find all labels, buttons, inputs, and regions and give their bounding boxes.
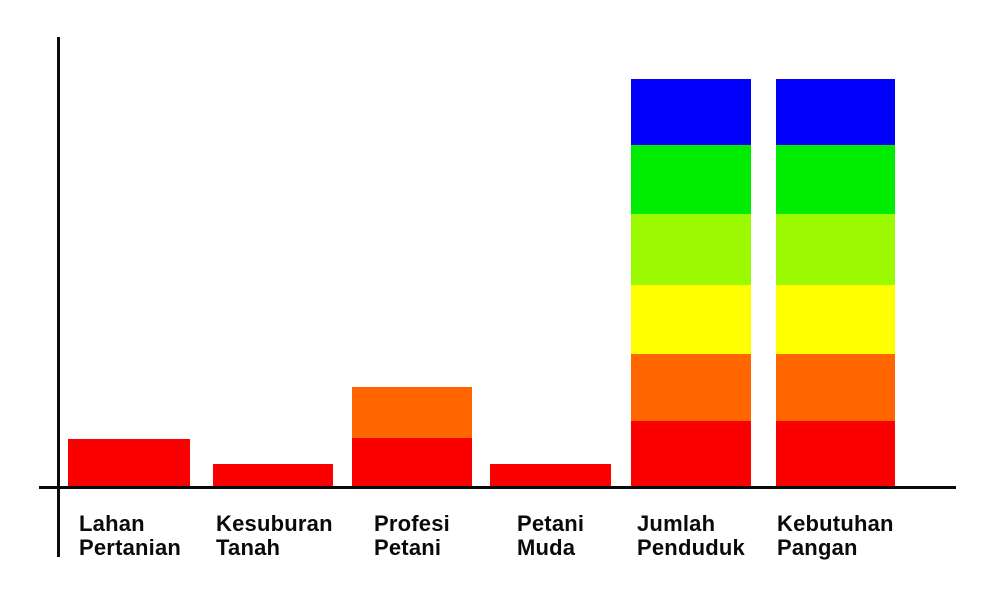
- bar-petani-muda: [490, 464, 611, 486]
- bar-segment-yellow: [631, 285, 751, 354]
- bar-segment-orange: [352, 387, 472, 438]
- bar-lahan-pertanian: [68, 439, 190, 486]
- x-axis-label-line: Tanah: [216, 535, 281, 560]
- bar-segment-blue: [631, 79, 751, 145]
- bar-segment-green: [631, 145, 751, 214]
- bar-jumlah-penduduk: [631, 79, 751, 486]
- x-axis-label-line: Penduduk: [637, 535, 745, 560]
- x-axis-label-line: Petani: [517, 511, 585, 536]
- x-axis-label-lahan-pertanian: Lahan Pertanian: [79, 512, 181, 560]
- bar-kebutuhan-pangan: [776, 79, 895, 486]
- bar-segment-red: [490, 464, 611, 486]
- bar-kesuburan-tanah: [213, 464, 333, 486]
- bar-segment-red: [213, 464, 333, 486]
- bar-segment-orange: [631, 354, 751, 421]
- x-axis-label-line: Petani: [374, 535, 442, 560]
- x-axis-label-line: Pangan: [777, 535, 858, 560]
- x-axis-label-petani-muda: Petani Muda: [517, 512, 584, 560]
- x-axis-label-line: Pertanian: [79, 535, 182, 560]
- x-axis-label-line: Jumlah: [637, 511, 716, 536]
- bar-segment-blue: [776, 79, 895, 145]
- x-axis-label-line: Profesi: [374, 511, 450, 536]
- x-axis-line: [39, 486, 956, 489]
- x-axis-label-line: Kebutuhan: [777, 511, 894, 536]
- x-axis-label-kesuburan-tanah: Kesuburan Tanah: [216, 512, 333, 560]
- bar-segment-chartreuse: [776, 214, 895, 285]
- bar-segment-yellow: [776, 285, 895, 354]
- x-axis-label-kebutuhan-pangan: Kebutuhan Pangan: [777, 512, 894, 560]
- bar-segment-chartreuse: [631, 214, 751, 285]
- bar-segment-red: [776, 421, 895, 486]
- bar-segment-red: [631, 421, 751, 486]
- x-axis-label-line: Lahan: [79, 511, 145, 536]
- x-axis-label-line: Muda: [517, 535, 576, 560]
- x-axis-label-line: Kesuburan: [216, 511, 333, 536]
- x-axis-label-jumlah-penduduk: Jumlah Penduduk: [637, 512, 745, 560]
- bar-segment-orange: [776, 354, 895, 421]
- bar-profesi-petani: [352, 387, 472, 486]
- y-axis-line: [57, 37, 60, 557]
- bar-segment-green: [776, 145, 895, 214]
- x-axis-label-profesi-petani: Profesi Petani: [374, 512, 450, 560]
- bar-segment-red: [68, 439, 190, 486]
- bar-segment-red: [352, 438, 472, 486]
